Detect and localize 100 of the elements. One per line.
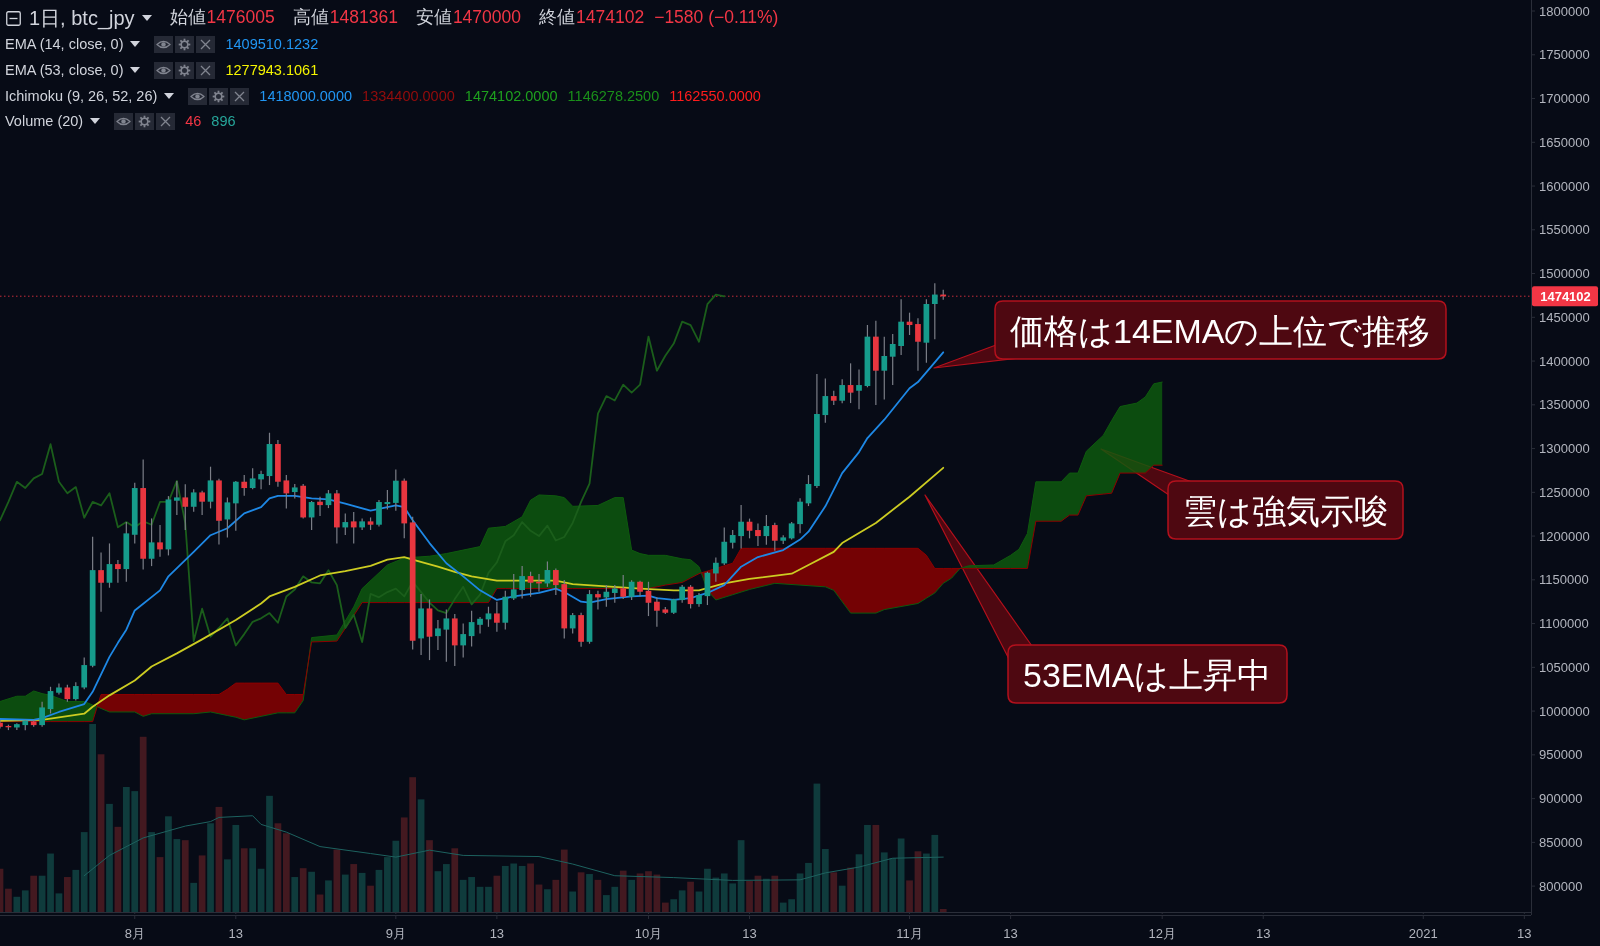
bar: [838, 885, 846, 912]
y-tick-label: 1150000: [1539, 572, 1589, 588]
candlestick: [342, 512, 349, 536]
candlestick: [889, 333, 896, 386]
candlestick: [510, 573, 517, 601]
x-tick-label: 10月: [634, 925, 663, 941]
candlestick: [443, 608, 450, 663]
y-tick-label: 1750000: [1539, 47, 1590, 63]
bar: [763, 878, 770, 912]
bar: [661, 902, 669, 912]
bar: [645, 871, 652, 912]
bar: [552, 879, 560, 912]
bar: [190, 882, 198, 912]
candlestick: [325, 489, 332, 509]
y-tick-label: 1450000: [1539, 309, 1590, 325]
ref-line-label: 1474102: [1540, 288, 1591, 304]
x-tick-label: 8月: [124, 925, 145, 941]
candlestick: [392, 468, 399, 512]
x-tick-label: 13: [1517, 925, 1532, 941]
y-tick-label: 1200000: [1539, 528, 1590, 544]
bar: [678, 890, 686, 912]
bar: [325, 880, 332, 912]
bar: [586, 874, 593, 912]
candlestick: [771, 522, 778, 552]
candlestick: [435, 619, 441, 651]
candlestick: [207, 466, 214, 510]
bar: [771, 875, 779, 912]
annotation: 1日, btc_jpy: [29, 7, 135, 29]
candlestick: [98, 551, 104, 613]
y-tick-label: 800000: [1539, 878, 1583, 894]
annotation: 1474102.0000: [464, 87, 558, 104]
candlestick: [654, 596, 660, 628]
y-tick-label: 1400000: [1539, 353, 1590, 369]
annotation: 1162550.0000: [669, 87, 761, 104]
y-tick-label: 1800000: [1539, 3, 1590, 19]
candlestick: [552, 567, 559, 596]
annotation: 53EMAは上昇中: [1023, 656, 1272, 694]
annotation: 1470000: [452, 7, 522, 28]
bar: [864, 824, 871, 912]
annotation: EMA (14, close, 0): [5, 35, 124, 52]
bar: [299, 868, 307, 912]
candlestick: [797, 497, 803, 534]
bar: [341, 874, 349, 912]
candlestick: [232, 480, 239, 532]
candlestick: [755, 522, 761, 547]
bar: [821, 849, 829, 912]
y-tick-label: 1000000: [1539, 703, 1590, 719]
candlestick: [822, 377, 829, 424]
bar: [577, 872, 585, 912]
y-tick-label: 850000: [1539, 834, 1583, 850]
annotation: Ichimoku (9, 26, 52, 26): [5, 87, 158, 104]
x-tick-label: 13: [228, 925, 244, 941]
candlestick: [847, 362, 854, 404]
bar: [207, 823, 214, 912]
y-tick-label: 1650000: [1539, 134, 1590, 150]
candlestick: [729, 529, 736, 550]
bar: [906, 880, 913, 912]
candlestick: [721, 526, 728, 566]
bar: [442, 864, 450, 912]
y-tick-label: 1600000: [1539, 178, 1590, 194]
bar: [518, 865, 526, 912]
bar: [72, 869, 80, 912]
annotation: 46: [185, 112, 202, 129]
candlestick: [620, 574, 627, 600]
bar: [628, 879, 635, 912]
candlestick: [350, 511, 357, 545]
bar: [55, 893, 63, 912]
annotation: 1474102: [576, 7, 645, 28]
bar: [426, 840, 433, 912]
bar: [266, 795, 273, 912]
y-tick-label: 1500000: [1539, 266, 1590, 282]
y-tick-label: 1700000: [1539, 91, 1590, 107]
annotation: 安値: [415, 7, 452, 28]
candlestick: [460, 622, 467, 659]
line-series: [0, 293, 726, 647]
bar: [451, 848, 459, 912]
candlestick: [931, 282, 938, 340]
candlestick: [115, 559, 121, 584]
annotation: 価格は14EMAの上位で推移: [1010, 312, 1431, 350]
y-tick-label: 1100000: [1539, 616, 1589, 632]
y-tick-label: 950000: [1539, 747, 1583, 763]
candlestick: [376, 499, 382, 528]
x-tick-label: 13: [1003, 925, 1018, 941]
bar: [240, 848, 248, 912]
bar: [139, 736, 147, 912]
candlestick: [738, 504, 744, 550]
y-tick-label: 1300000: [1539, 441, 1590, 457]
bar: [350, 864, 358, 912]
candlestick: [157, 524, 163, 558]
candlestick: [81, 656, 88, 690]
bar: [106, 803, 113, 912]
candlestick: [527, 571, 534, 598]
bar: [619, 870, 627, 912]
candlestick: [283, 474, 290, 510]
annotation: EMA (53, close, 0): [5, 61, 124, 78]
bar: [21, 890, 29, 912]
candlestick: [477, 616, 483, 634]
annotation: 1418000.0000: [259, 87, 353, 104]
bar: [872, 824, 880, 912]
annotation: −1580 (−0.11%): [654, 7, 779, 28]
